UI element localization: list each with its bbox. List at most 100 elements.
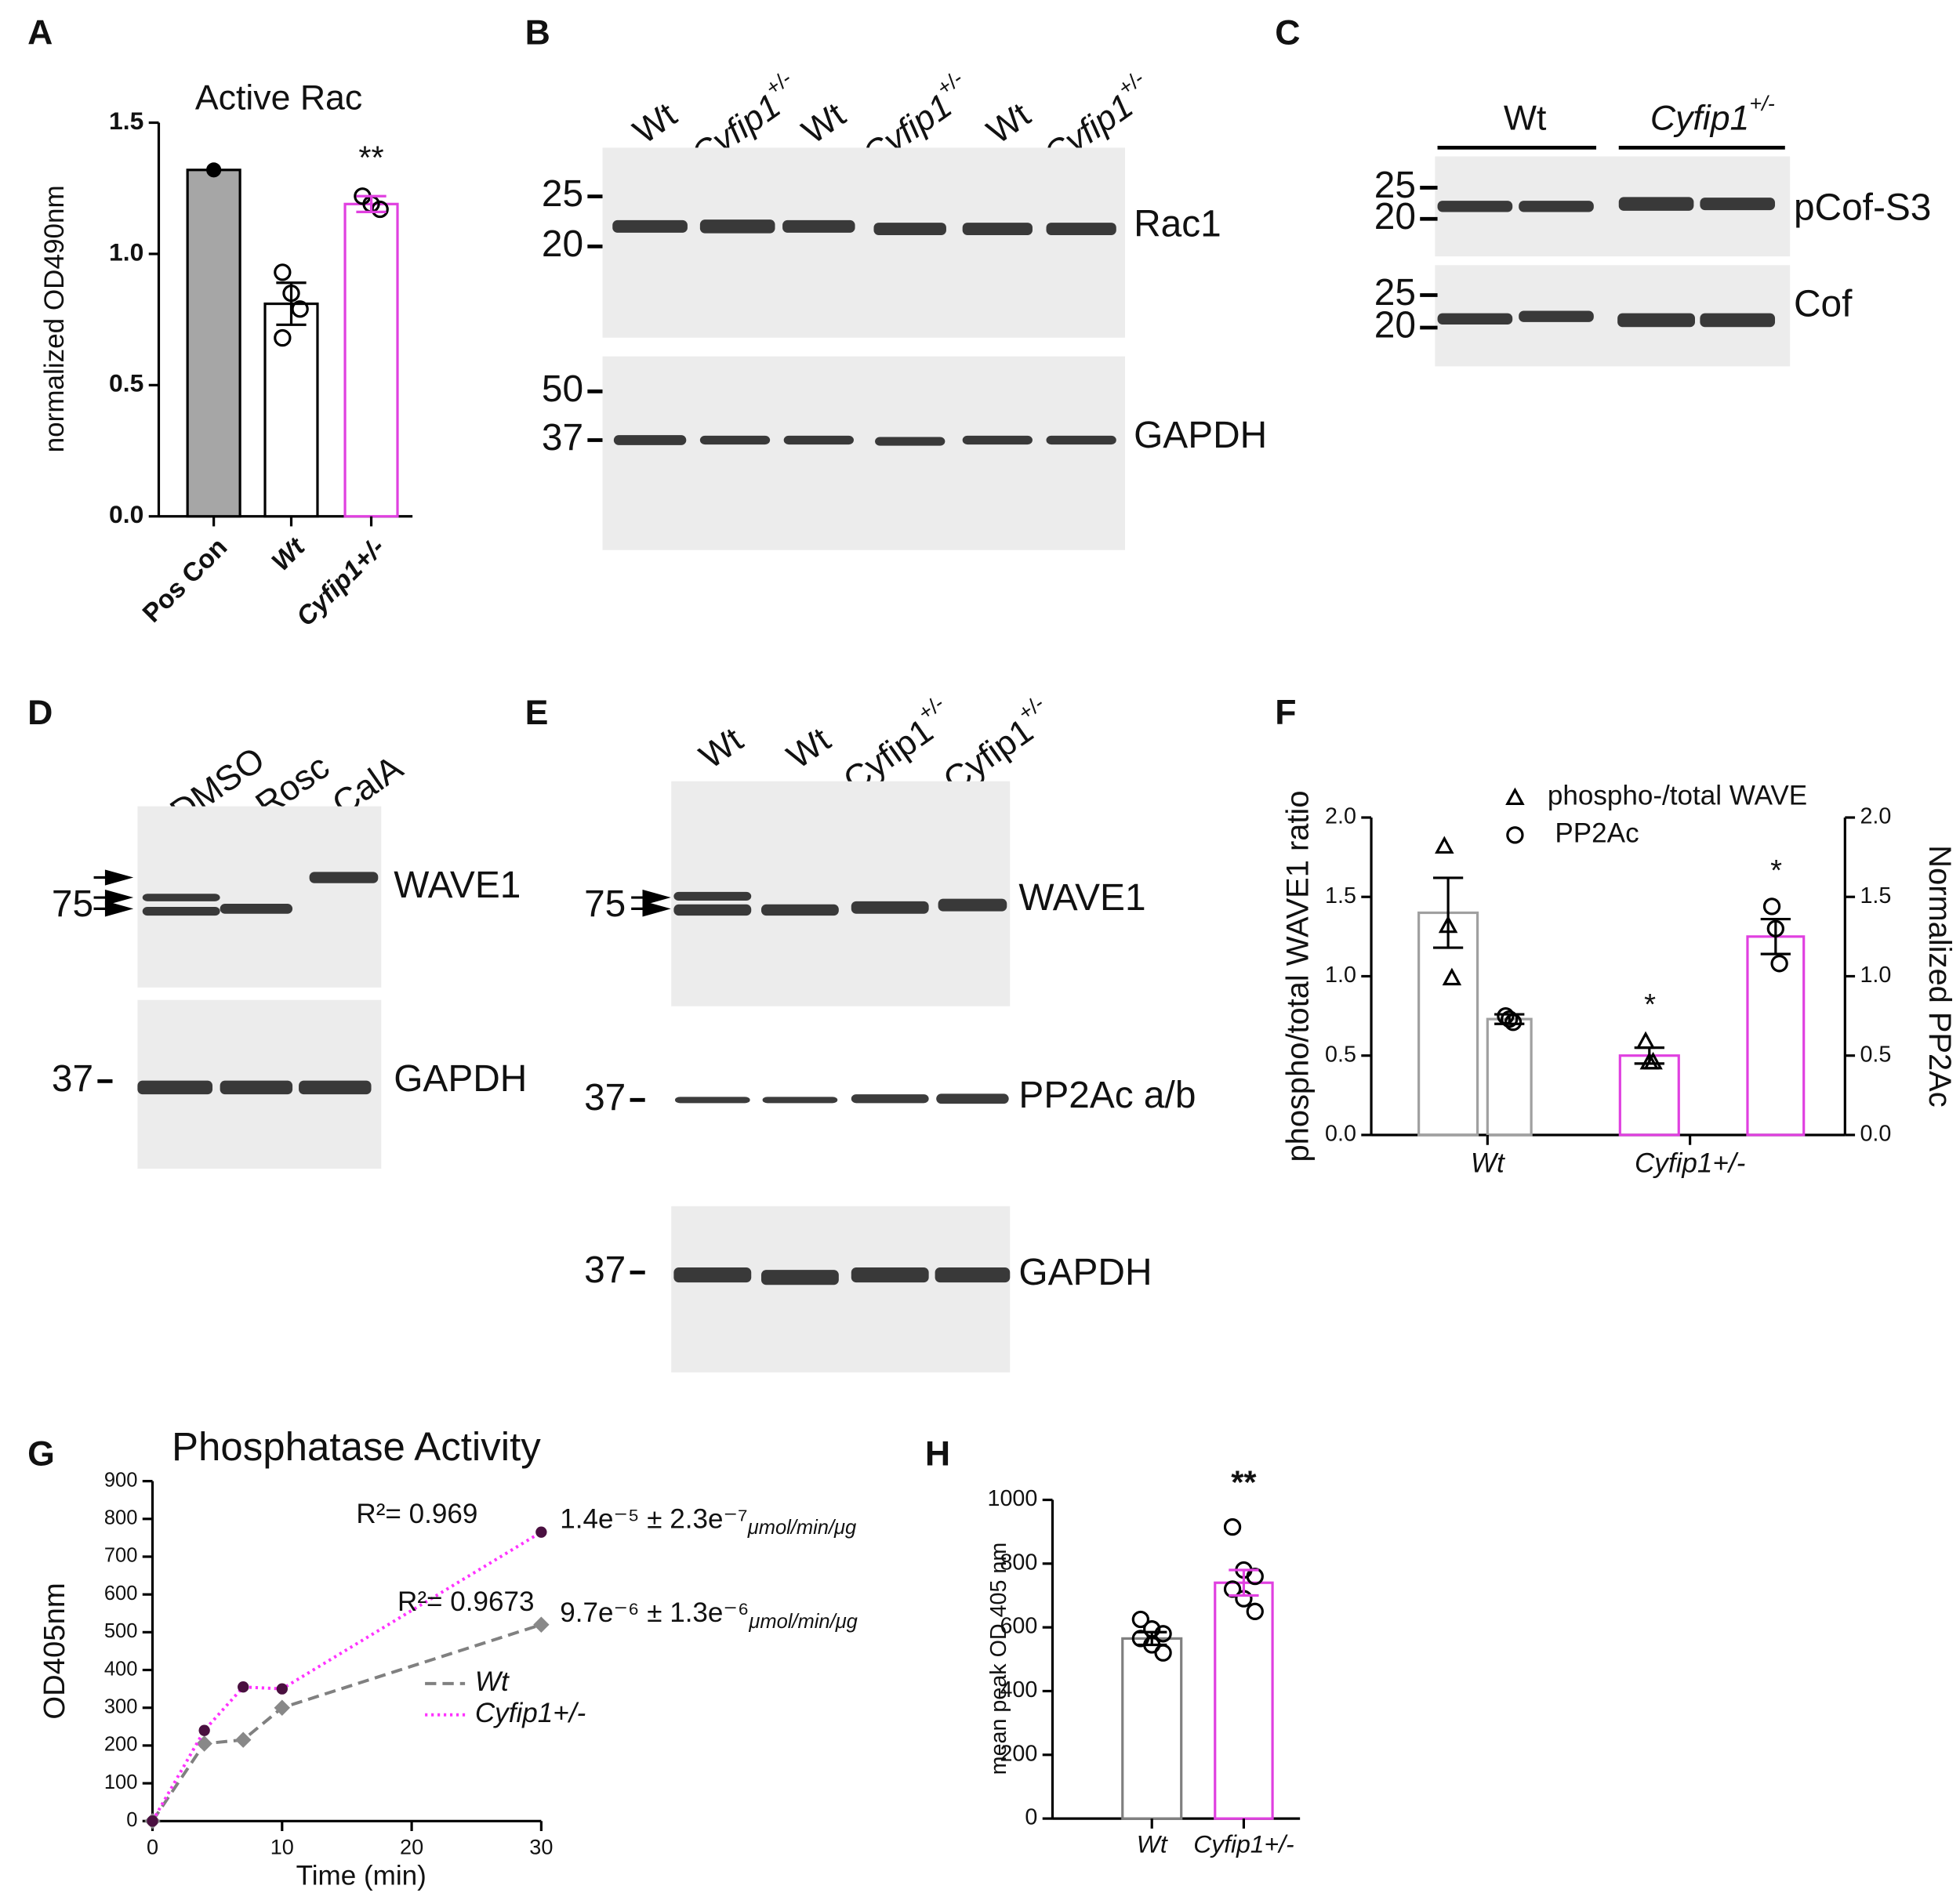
mw-marker: 20 bbox=[1374, 196, 1416, 238]
y-tick-label: 1.0 bbox=[1860, 963, 1891, 988]
band bbox=[142, 906, 220, 916]
panel-letter: D bbox=[27, 694, 53, 732]
data-point bbox=[1501, 1010, 1519, 1028]
y-tick-label: 0.5 bbox=[1325, 1042, 1356, 1067]
bar bbox=[1214, 1581, 1274, 1820]
band bbox=[851, 901, 929, 914]
band bbox=[699, 435, 771, 445]
data-point bbox=[1131, 1610, 1150, 1629]
panel-letter: C bbox=[1275, 14, 1300, 53]
significance: ** bbox=[358, 139, 383, 176]
band-label: pCof-S3 bbox=[1794, 187, 1931, 229]
x-tick-label: Pos Con bbox=[137, 533, 233, 629]
panel-letter: G bbox=[27, 1435, 55, 1474]
x-tick-label: Cyfip1+/- bbox=[1193, 1830, 1294, 1858]
y-tick-label: 200 bbox=[104, 1734, 138, 1756]
y-tick-label: 900 bbox=[104, 1469, 138, 1491]
data-point bbox=[147, 1815, 158, 1827]
band bbox=[962, 435, 1033, 445]
panel-letter: E bbox=[525, 694, 549, 732]
mw-marker: 75 bbox=[52, 883, 93, 925]
band bbox=[1437, 313, 1513, 325]
mw-marker: 20 bbox=[542, 223, 583, 265]
chart-title: Active Rac bbox=[195, 79, 362, 118]
data-point bbox=[1435, 836, 1454, 854]
annotation-text: R²= 0.9673 bbox=[397, 1586, 534, 1617]
bar bbox=[1746, 935, 1806, 1137]
annotation: 9.7e⁻⁶ ± 1.3e⁻⁶μmol/min/μg bbox=[560, 1597, 858, 1632]
data-point bbox=[196, 1735, 212, 1752]
band bbox=[299, 1080, 372, 1095]
data-point bbox=[234, 1731, 252, 1748]
data-point bbox=[206, 162, 222, 178]
x-tick-label: Wt bbox=[267, 531, 312, 577]
data-point bbox=[535, 1526, 547, 1538]
data-point bbox=[276, 1683, 288, 1695]
band bbox=[851, 1267, 929, 1283]
error-bar bbox=[276, 281, 307, 326]
data-point bbox=[274, 328, 292, 347]
lane-name: Wt bbox=[780, 720, 837, 777]
band bbox=[673, 904, 752, 916]
band bbox=[137, 1080, 213, 1095]
band bbox=[220, 904, 293, 914]
lane-sup: +/- bbox=[1749, 91, 1774, 115]
x-tick-label: 0 bbox=[147, 1835, 158, 1859]
lane-name: Wt bbox=[980, 95, 1037, 151]
y-tick-label: 300 bbox=[104, 1695, 138, 1717]
band-arrow bbox=[93, 869, 134, 886]
band bbox=[142, 894, 220, 901]
lane-label: Wt bbox=[795, 95, 852, 151]
band bbox=[612, 219, 688, 233]
panel-letter: F bbox=[1275, 694, 1296, 732]
band bbox=[875, 437, 946, 446]
band bbox=[674, 1097, 750, 1104]
y-tick-label: 1.5 bbox=[1325, 883, 1356, 908]
y-tick-label: 1.5 bbox=[1860, 883, 1891, 908]
panel-letter: H bbox=[925, 1435, 950, 1474]
y-axis-label: mean peak OD 405 nm bbox=[986, 1543, 1011, 1775]
legend-label: Wt bbox=[475, 1666, 510, 1697]
data-point bbox=[238, 1681, 249, 1693]
panel-letter: B bbox=[525, 14, 550, 53]
data-point bbox=[274, 1699, 291, 1716]
membrane bbox=[602, 147, 1125, 338]
band bbox=[673, 1267, 752, 1283]
band-label: WAVE1 bbox=[394, 865, 521, 906]
y-tick-label: 0.0 bbox=[1325, 1122, 1356, 1147]
band bbox=[1519, 201, 1594, 212]
data-point bbox=[1442, 967, 1462, 986]
x-tick-label: 20 bbox=[400, 1835, 423, 1859]
band-arrow bbox=[93, 889, 134, 906]
x-axis-label: Time (min) bbox=[296, 1860, 426, 1891]
band-arrow bbox=[93, 901, 134, 917]
mw-marker: 75 bbox=[584, 883, 626, 925]
lane-name: Wt bbox=[795, 95, 852, 151]
x-tick-label: Cyfip1+/- bbox=[291, 533, 390, 633]
band bbox=[962, 223, 1033, 236]
membrane bbox=[671, 1206, 1011, 1372]
y-tick-label: 1.5 bbox=[109, 107, 143, 135]
y-axis-label: phospho/total WAVE1 ratio bbox=[1281, 790, 1316, 1162]
y-tick-label: 600 bbox=[1000, 1614, 1037, 1639]
band bbox=[760, 1270, 839, 1285]
band bbox=[1617, 313, 1695, 328]
significance: ** bbox=[1231, 1463, 1257, 1500]
band bbox=[762, 1097, 838, 1104]
panel-letter: A bbox=[27, 14, 53, 53]
y-tick-label: 0.0 bbox=[109, 500, 143, 528]
error-bar bbox=[1494, 1013, 1525, 1025]
mw-marker: 25 bbox=[1374, 272, 1416, 314]
annotation: 1.4e⁻⁵ ± 2.3e⁻⁷μmol/min/μg bbox=[560, 1504, 856, 1539]
band-arrow bbox=[631, 889, 671, 906]
bar bbox=[186, 169, 241, 518]
lane-label: Wt bbox=[980, 95, 1037, 151]
band bbox=[783, 435, 854, 445]
annotation-text: R²= 0.969 bbox=[356, 1499, 477, 1530]
y-tick-label: 2.0 bbox=[1860, 804, 1891, 829]
data-point bbox=[1154, 1625, 1172, 1643]
annotation-text: 9.7e⁻⁶ ± 1.3e⁻⁶ bbox=[560, 1597, 749, 1628]
annotation-unit: μmol/min/μg bbox=[747, 1517, 856, 1539]
chart-title: Phosphatase Activity bbox=[172, 1424, 541, 1469]
lane-label: Wt bbox=[626, 95, 684, 151]
